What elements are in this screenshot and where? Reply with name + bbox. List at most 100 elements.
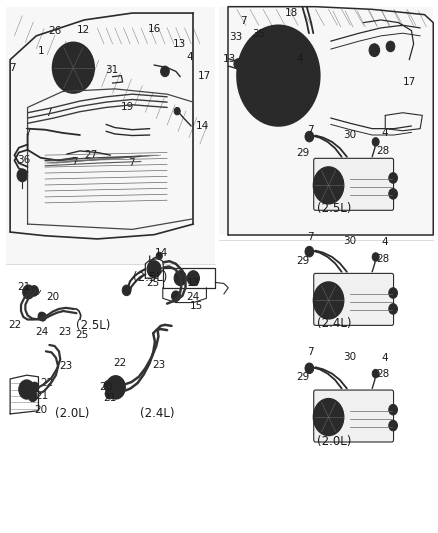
Text: 12: 12	[77, 25, 90, 35]
Text: 28: 28	[376, 369, 389, 378]
Circle shape	[304, 131, 313, 142]
Text: 13: 13	[186, 278, 199, 288]
Text: (2.0L): (2.0L)	[316, 435, 350, 448]
Text: 7: 7	[45, 108, 52, 118]
Text: 29: 29	[296, 148, 309, 158]
Circle shape	[304, 246, 313, 257]
Text: 21: 21	[18, 281, 31, 292]
Circle shape	[106, 376, 125, 399]
Text: 28: 28	[376, 254, 389, 263]
Text: 23: 23	[59, 361, 72, 371]
Text: 23: 23	[58, 327, 71, 337]
Text: 7: 7	[306, 232, 313, 243]
Circle shape	[174, 108, 180, 115]
Text: 30: 30	[342, 352, 355, 361]
Circle shape	[257, 50, 299, 101]
Text: 7: 7	[306, 125, 313, 135]
Text: 15: 15	[190, 301, 203, 311]
Text: 20: 20	[34, 405, 47, 415]
Text: 7: 7	[239, 16, 246, 26]
Circle shape	[306, 50, 315, 61]
Text: 21: 21	[103, 393, 116, 403]
Text: 22: 22	[9, 320, 22, 330]
Circle shape	[371, 253, 378, 261]
Text: 19: 19	[121, 102, 134, 112]
Text: 25: 25	[146, 278, 159, 288]
Circle shape	[237, 25, 319, 126]
Text: 28: 28	[376, 146, 389, 156]
Circle shape	[23, 385, 31, 394]
Text: 7: 7	[128, 158, 134, 168]
Circle shape	[321, 408, 335, 426]
Circle shape	[19, 380, 35, 399]
Circle shape	[187, 271, 199, 286]
Circle shape	[23, 285, 34, 299]
Circle shape	[385, 41, 394, 52]
Circle shape	[270, 66, 286, 85]
Text: (2.5L): (2.5L)	[316, 201, 350, 215]
Circle shape	[371, 138, 378, 146]
Circle shape	[313, 399, 343, 435]
Circle shape	[388, 288, 396, 298]
Text: 21: 21	[35, 391, 48, 401]
Circle shape	[321, 176, 335, 195]
Circle shape	[160, 66, 169, 77]
Circle shape	[30, 382, 39, 393]
FancyBboxPatch shape	[313, 390, 392, 442]
Text: 14: 14	[155, 248, 168, 259]
Text: 30: 30	[342, 236, 355, 246]
Text: 20: 20	[99, 382, 113, 392]
Text: 35: 35	[251, 29, 265, 39]
Text: 22: 22	[113, 358, 127, 368]
Circle shape	[38, 312, 45, 320]
Text: 18: 18	[284, 8, 297, 18]
Text: 4: 4	[380, 353, 387, 362]
Text: 7: 7	[71, 157, 78, 166]
Circle shape	[321, 292, 335, 310]
Text: 13: 13	[172, 39, 186, 49]
Circle shape	[105, 389, 114, 399]
Circle shape	[313, 282, 343, 319]
Text: 30: 30	[342, 130, 355, 140]
Text: 33: 33	[229, 33, 242, 43]
Text: (2.4L): (2.4L)	[316, 317, 350, 330]
Circle shape	[174, 271, 186, 286]
Text: 31: 31	[104, 66, 118, 75]
Text: 7: 7	[24, 128, 31, 138]
Circle shape	[17, 169, 28, 182]
Text: 17: 17	[402, 77, 415, 87]
Text: 24: 24	[185, 292, 198, 302]
Text: 23: 23	[152, 360, 166, 369]
Circle shape	[313, 167, 343, 204]
Circle shape	[171, 291, 180, 302]
Text: 4: 4	[186, 52, 193, 61]
Text: 22: 22	[40, 378, 54, 388]
Circle shape	[233, 59, 242, 69]
Text: (2.4L): (2.4L)	[140, 407, 174, 421]
Circle shape	[388, 173, 396, 183]
Circle shape	[371, 369, 378, 378]
Text: 29: 29	[296, 256, 309, 266]
Circle shape	[388, 304, 396, 314]
Text: 17: 17	[197, 70, 210, 80]
Circle shape	[64, 56, 83, 79]
Text: 16: 16	[147, 24, 160, 34]
Text: 14: 14	[196, 121, 209, 131]
Polygon shape	[219, 7, 432, 235]
Circle shape	[39, 313, 46, 321]
Circle shape	[304, 363, 313, 374]
Circle shape	[30, 286, 39, 296]
Circle shape	[147, 261, 161, 278]
Text: (2.5L): (2.5L)	[76, 319, 110, 333]
Text: 4: 4	[380, 237, 387, 247]
Circle shape	[388, 420, 396, 431]
Circle shape	[28, 391, 37, 402]
Text: 7: 7	[306, 348, 313, 358]
Circle shape	[104, 381, 113, 391]
Circle shape	[156, 252, 162, 260]
Text: 27: 27	[84, 150, 97, 160]
Circle shape	[368, 44, 379, 56]
Text: 13: 13	[222, 54, 235, 63]
Text: 4: 4	[296, 54, 303, 63]
Text: 29: 29	[296, 372, 309, 382]
